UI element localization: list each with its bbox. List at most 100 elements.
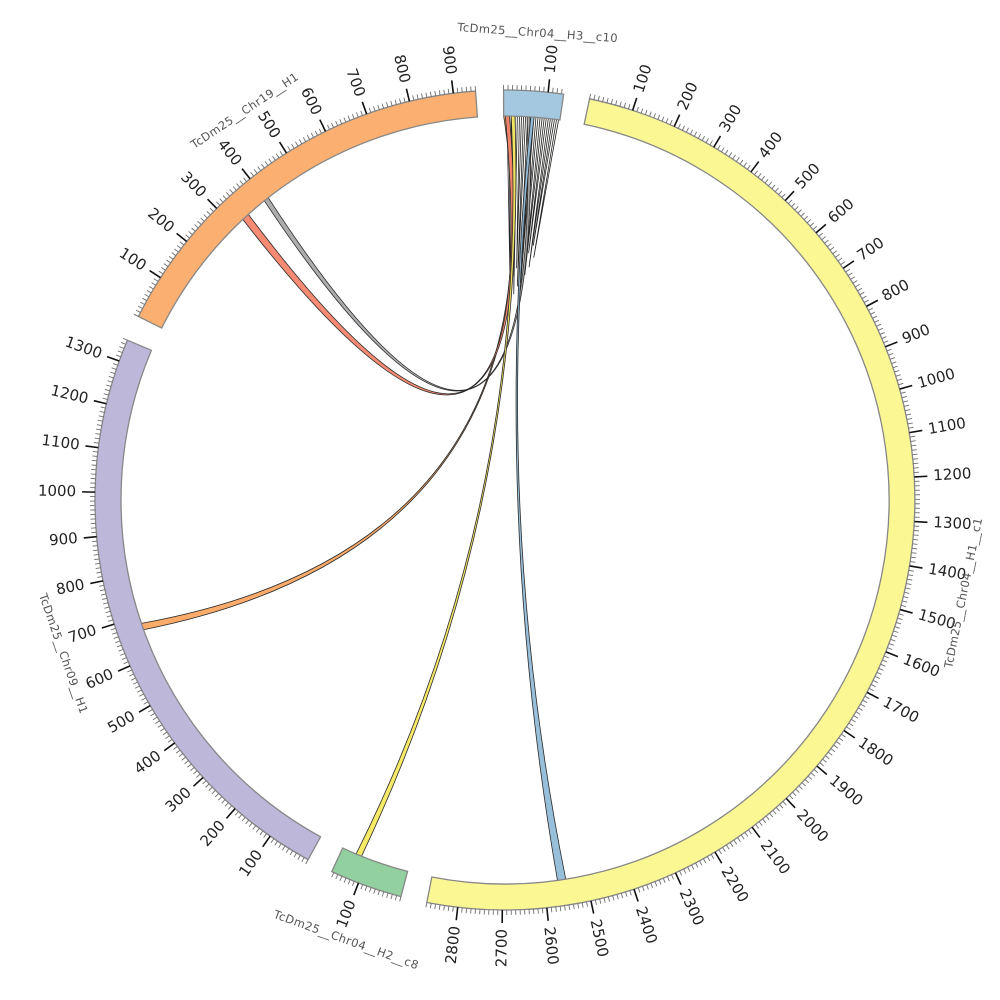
minor-tick-chr04_h1_c1-1460	[904, 591, 910, 594]
minor-tick-chr19_h1-260	[200, 217, 205, 222]
minor-tick-chr04_h1_c1-210	[677, 123, 681, 129]
minor-tick-chr09_h1-370	[178, 753, 184, 758]
minor-tick-chr04_h1_c1-1410	[908, 569, 914, 572]
minor-tick-chr09_h1-170	[241, 816, 246, 822]
segment-arcs	[94, 89, 916, 911]
major-tick-chr09_h1-800	[90, 580, 104, 585]
major-tick-chr19_h1-900	[450, 80, 455, 94]
minor-tick-chr04_h1_c1-80	[623, 102, 627, 108]
minor-tick-chr04_h1_c1-2280	[683, 868, 687, 874]
minor-tick-chr04_h1_c1-1560	[891, 634, 897, 638]
tick-label-chr09_h1-100: 100	[235, 846, 266, 880]
minor-tick-chr19_h1-720	[373, 106, 376, 112]
tick-label-chr04_h1_c1-400: 400	[755, 128, 787, 162]
minor-tick-chr04_h1_c1-1080	[907, 422, 913, 425]
segment-chr04_h1_c1	[426, 98, 916, 911]
minor-tick-chr04_h1_c1-1130	[911, 444, 917, 447]
minor-tick-chr09_h1-740	[104, 606, 110, 609]
major-tick-chr04_h1_c1-2100	[751, 826, 761, 839]
minor-tick-chr09_h1-810	[97, 576, 103, 578]
minor-tick-chr19_h1-350	[229, 189, 234, 194]
minor-tick-chr04_h1_c1-2550	[568, 904, 571, 910]
major-tick-chr04_h1_c1-1000	[899, 384, 913, 390]
minor-tick-chr09_h1-680	[112, 632, 118, 635]
minor-tick-chr04_h1_c1-40	[606, 97, 609, 103]
minor-tick-chr04_h1_c1-90	[627, 104, 631, 110]
minor-tick-chr19_h1-210	[185, 234, 190, 239]
minor-tick-chr09_h1-860	[93, 554, 99, 556]
minor-tick-chr04_h1_c1-2560	[564, 905, 566, 911]
minor-tick-chr09_h1-620	[121, 657, 127, 660]
minor-tick-chr09_h1-1320	[117, 350, 123, 354]
minor-tick-chr09_h1-1270	[110, 371, 116, 375]
minor-tick-chr19_h1-30	[139, 301, 145, 305]
minor-tick-chr19_h1-840	[425, 92, 428, 98]
minor-tick-chr19_h1-390	[243, 177, 247, 182]
minor-tick-chr04_h2_c8-110	[352, 881, 355, 887]
minor-tick-chr09_h1-10	[301, 857, 305, 863]
minor-tick-chr04_h1_c1-2310	[671, 874, 674, 880]
tick-label-chr19_h1-900: 900	[439, 45, 460, 76]
tick-label-chr19_h1-400: 400	[214, 136, 246, 170]
tick-label-chr04_h1_c1-1000: 1000	[915, 364, 957, 392]
minor-tick-chr04_h2_c8-160	[331, 872, 335, 878]
minor-tick-chr04_h1_c1-640	[827, 243, 832, 248]
minor-tick-chr04_h1_c1-710	[845, 268, 851, 273]
minor-tick-chr19_h1-830	[421, 93, 423, 99]
minor-tick-chr04_h1_c1-2450	[612, 895, 615, 901]
minor-tick-chr04_h1_c1-2480	[599, 898, 602, 904]
minor-tick-chr04_h3_c10-130	[560, 88, 563, 94]
minor-tick-chr09_h1-220	[224, 802, 229, 807]
major-tick-chr09_h1-200	[225, 808, 236, 819]
minor-tick-chr09_h1-1230	[104, 388, 110, 392]
minor-tick-chr04_h1_c1-1350	[912, 543, 918, 545]
major-tick-chr04_h2_c8-100	[353, 882, 360, 896]
minor-tick-chr09_h1-30	[293, 852, 297, 858]
major-tick-chr09_h1-900	[83, 535, 97, 539]
minor-tick-chr04_h1_c1-2080	[758, 821, 763, 826]
minor-tick-chr09_h1-870	[93, 549, 99, 552]
minor-tick-chr04_h1_c1-2460	[607, 896, 611, 902]
minor-tick-chr04_h1_c1-10	[593, 94, 596, 100]
minor-tick-chr09_h1-90	[270, 838, 275, 844]
minor-tick-chr09_h1-130	[255, 827, 260, 833]
minor-tick-chr04_h2_c8-130	[343, 877, 347, 883]
minor-tick-chr04_h1_c1-1930	[807, 775, 813, 780]
major-tick-chr04_h1_c1-800	[866, 299, 879, 308]
minor-tick-chr04_h1_c1-870	[879, 332, 885, 335]
minor-tick-chr04_h1_c1-2160	[729, 842, 734, 848]
minor-tick-chr04_h1_c1-460	[771, 184, 776, 190]
major-tick-chr04_h1_c1-1600	[885, 651, 899, 658]
tick-label-chr09_h1-900: 900	[48, 529, 78, 549]
minor-tick-chr19_h1-790	[403, 97, 406, 103]
minor-tick-chr09_h1-1240	[106, 384, 112, 387]
minor-tick-chr04_h2_c8-150	[335, 874, 339, 880]
tick-label-chr04_h1_c1-2800: 2800	[442, 925, 464, 965]
minor-tick-chr04_h1_c1-1970	[795, 788, 800, 793]
minor-tick-chr09_h1-310	[196, 773, 201, 778]
minor-tick-chr04_h1_c1-130	[644, 109, 648, 115]
minor-tick-chr04_h1_c1-1020	[901, 395, 907, 399]
minor-tick-chr04_h1_c1-1710	[864, 695, 870, 700]
minor-tick-chr04_h1_c1-320	[721, 147, 725, 153]
minor-tick-chr04_h1_c1-250	[693, 131, 698, 137]
minor-tick-chr19_h1-560	[306, 134, 311, 140]
tick-label-chr19_h1-500: 500	[254, 108, 284, 142]
minor-tick-chr19_h1-110	[158, 270, 164, 275]
tick-label-chr09_h1-700: 700	[66, 621, 99, 647]
minor-tick-chr04_h1_c1-1450	[905, 587, 911, 590]
minor-tick-chr04_h1_c1-1390	[910, 561, 916, 563]
minor-tick-chr19_h1-660	[347, 115, 351, 121]
minor-tick-chr04_h1_c1-2050	[769, 812, 774, 818]
minor-tick-chr09_h1-1350	[122, 337, 128, 341]
minor-tick-chr04_h1_c1-1030	[903, 400, 909, 403]
minor-tick-chr04_h1_c1-2430	[620, 893, 624, 899]
minor-tick-chr04_h1_c1-1380	[910, 556, 917, 559]
minor-tick-chr04_h1_c1-2340	[658, 879, 662, 885]
minor-tick-chr04_h1_c1-2540	[572, 904, 575, 910]
minor-tick-chr04_h1_c1-1490	[901, 604, 907, 607]
minor-tick-chr04_h1_c1-1140	[911, 449, 917, 451]
minor-tick-chr09_h1-240	[218, 796, 223, 801]
minor-tick-chr04_h1_c1-590	[812, 225, 818, 230]
minor-tick-chr04_h1_c1-1040	[904, 404, 910, 407]
